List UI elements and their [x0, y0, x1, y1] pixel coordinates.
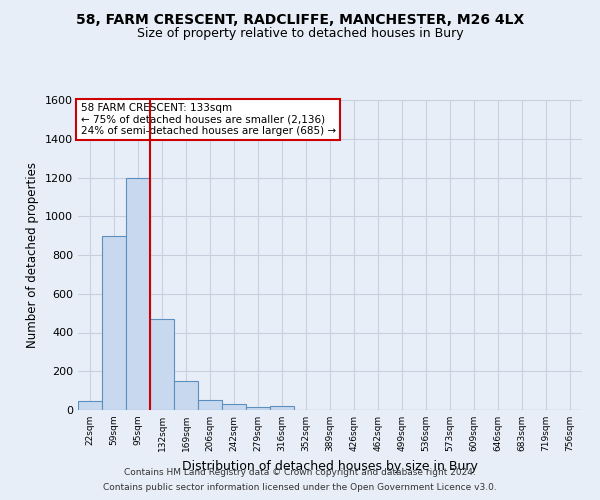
- Bar: [222, 404, 246, 410]
- Bar: [78, 402, 102, 410]
- Y-axis label: Number of detached properties: Number of detached properties: [26, 162, 40, 348]
- Bar: [150, 319, 174, 410]
- Bar: [126, 178, 150, 410]
- Bar: [102, 236, 126, 410]
- Text: Contains HM Land Registry data © Crown copyright and database right 2024.: Contains HM Land Registry data © Crown c…: [124, 468, 476, 477]
- X-axis label: Distribution of detached houses by size in Bury: Distribution of detached houses by size …: [182, 460, 478, 472]
- Text: 58 FARM CRESCENT: 133sqm
← 75% of detached houses are smaller (2,136)
24% of sem: 58 FARM CRESCENT: 133sqm ← 75% of detach…: [80, 103, 335, 136]
- Bar: [174, 381, 198, 410]
- Bar: [198, 400, 222, 410]
- Bar: [246, 407, 270, 410]
- Text: 58, FARM CRESCENT, RADCLIFFE, MANCHESTER, M26 4LX: 58, FARM CRESCENT, RADCLIFFE, MANCHESTER…: [76, 12, 524, 26]
- Text: Size of property relative to detached houses in Bury: Size of property relative to detached ho…: [137, 28, 463, 40]
- Bar: [270, 406, 294, 410]
- Text: Contains public sector information licensed under the Open Government Licence v3: Contains public sector information licen…: [103, 483, 497, 492]
